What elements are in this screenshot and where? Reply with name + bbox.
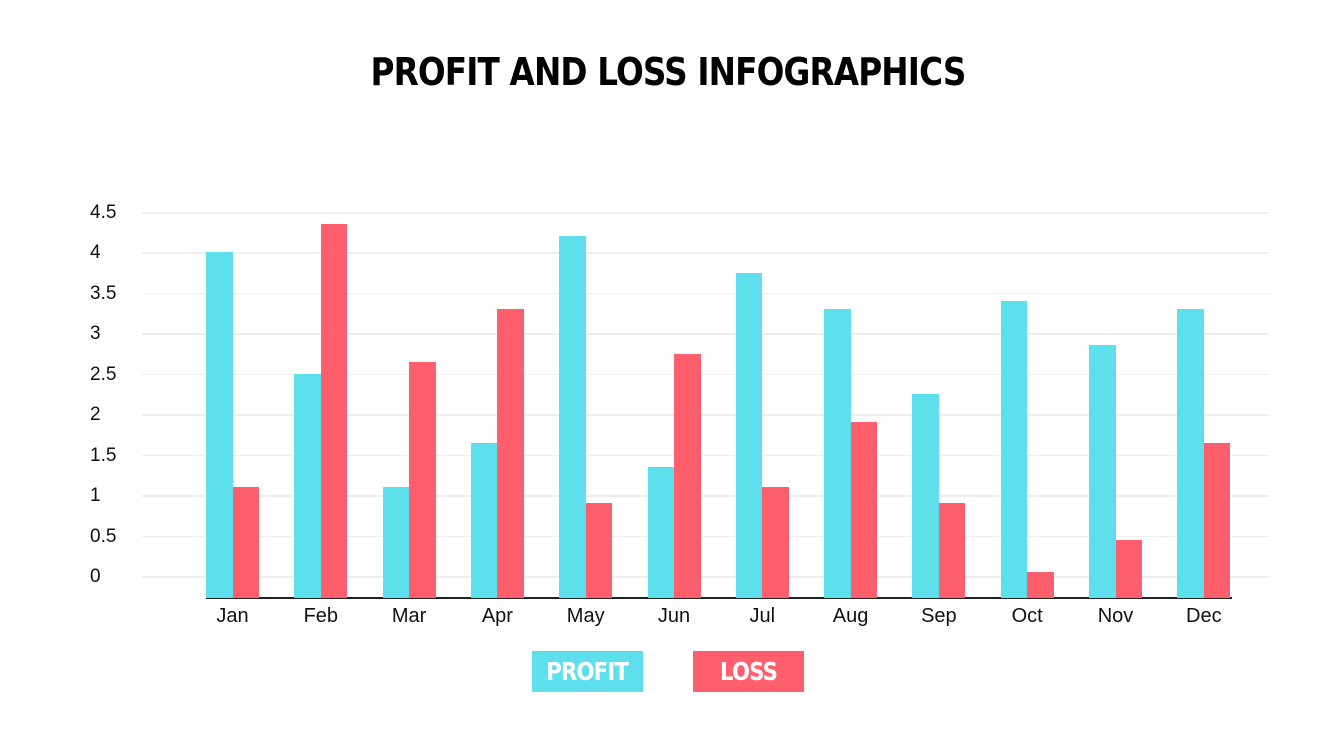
y-tick-label: 2.5 bbox=[90, 363, 117, 385]
x-tick-label: May bbox=[566, 605, 605, 627]
profit-bar-aug bbox=[824, 309, 851, 598]
gridline bbox=[142, 576, 1269, 578]
y-tick-label: 2 bbox=[90, 404, 101, 426]
y-tick-label: 1.5 bbox=[90, 444, 117, 466]
legend-loss: LOSS bbox=[693, 651, 804, 692]
y-tick-label: 0.5 bbox=[90, 525, 117, 547]
y-tick-label: 4.5 bbox=[90, 202, 117, 223]
x-tick-label: Jun bbox=[657, 605, 691, 627]
y-tick-label: 0 bbox=[90, 566, 101, 587]
loss-bar-nov bbox=[1115, 539, 1142, 598]
loss-bar-may bbox=[585, 503, 613, 598]
gridline bbox=[142, 333, 1269, 335]
legend-loss-label: LOSS bbox=[719, 657, 778, 686]
x-tick-label: Mar bbox=[391, 605, 427, 627]
loss-bar-dec bbox=[1203, 442, 1231, 598]
profit-bar-feb bbox=[294, 373, 321, 598]
loss-bar-oct bbox=[1027, 571, 1054, 598]
gridline bbox=[142, 414, 1269, 416]
profit-bar-may bbox=[559, 236, 586, 598]
profit-bar-oct bbox=[1000, 300, 1028, 598]
x-tick-label: Jul bbox=[749, 605, 776, 627]
y-tick-label: 3.5 bbox=[90, 282, 117, 304]
gridline bbox=[142, 454, 1269, 457]
gridline bbox=[142, 212, 1269, 214]
loss-bar-jan bbox=[232, 487, 259, 598]
loss-bar-feb bbox=[320, 224, 348, 598]
x-tick-label: Feb bbox=[303, 605, 339, 627]
gridline bbox=[142, 252, 1269, 254]
x-tick-label: Dec bbox=[1186, 605, 1222, 627]
profit-bar-jan bbox=[206, 252, 233, 598]
loss-bar-mar bbox=[409, 361, 436, 598]
profit-bar-jun bbox=[647, 466, 674, 598]
y-tick-label: 1 bbox=[90, 485, 101, 507]
y-tick-label: 3 bbox=[90, 323, 101, 345]
profit-bar-nov bbox=[1089, 345, 1116, 598]
loss-bar-sep bbox=[938, 503, 966, 598]
x-tick-label: Nov bbox=[1097, 605, 1134, 627]
gridline bbox=[142, 495, 1269, 497]
gridline bbox=[142, 292, 1269, 295]
profit-bar-sep bbox=[912, 394, 939, 598]
legend-profit-label: PROFIT bbox=[546, 657, 630, 686]
loss-bar-jul bbox=[762, 487, 789, 598]
loss-bar-aug bbox=[850, 422, 878, 598]
profit-bar-mar bbox=[382, 487, 410, 598]
x-tick-label: Sep bbox=[921, 605, 957, 627]
gridline bbox=[142, 373, 1269, 376]
profit-bar-apr bbox=[470, 442, 498, 598]
x-axis-line bbox=[206, 597, 1232, 599]
x-tick-label: Oct bbox=[1011, 605, 1043, 627]
loss-bar-jun bbox=[674, 353, 701, 598]
loss-bar-apr bbox=[497, 309, 524, 598]
x-tick-label: Apr bbox=[481, 605, 513, 627]
profit-bar-jul bbox=[735, 272, 763, 598]
gridline bbox=[142, 535, 1269, 538]
legend-profit: PROFIT bbox=[532, 651, 643, 692]
x-tick-label: Jan bbox=[216, 605, 249, 627]
profit-bar-dec bbox=[1177, 309, 1204, 598]
chart-title: PROFIT AND LOSS INFOGRAPHICS bbox=[370, 50, 966, 94]
x-tick-label: Aug bbox=[832, 605, 869, 627]
y-tick-label: 4 bbox=[90, 242, 101, 264]
